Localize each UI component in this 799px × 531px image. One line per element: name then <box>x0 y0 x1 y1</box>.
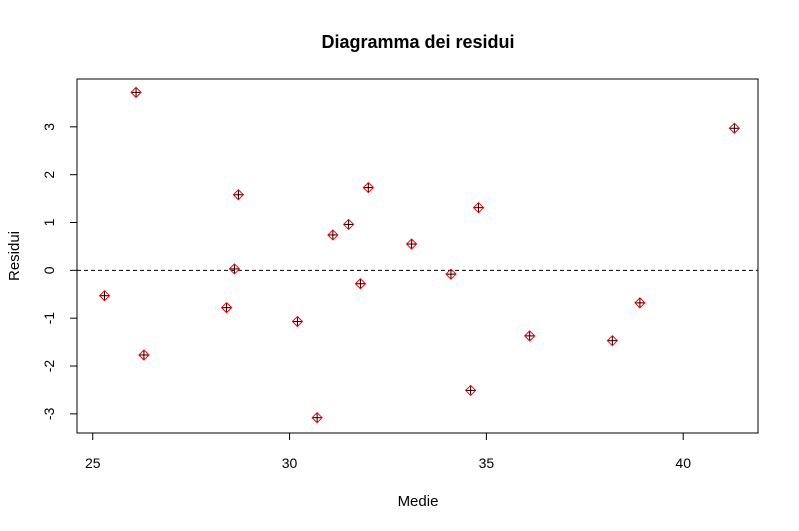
data-point <box>220 301 233 314</box>
x-tick-label: 25 <box>85 455 101 471</box>
y-tick-label: -2 <box>41 360 57 373</box>
data-point <box>405 238 418 250</box>
data-point <box>327 229 339 241</box>
x-tick-label: 40 <box>675 455 691 471</box>
data-point <box>291 315 304 328</box>
y-tick-label: 2 <box>41 171 57 179</box>
plot-frame <box>76 78 759 434</box>
x-axis: 25 30 35 40 <box>85 432 691 471</box>
data-point <box>445 268 457 280</box>
y-tick-label: -3 <box>41 407 57 420</box>
data-point <box>138 349 150 361</box>
x-tick-label: 30 <box>282 455 298 471</box>
y-tick-label: 0 <box>41 266 57 274</box>
x-tick-label: 35 <box>479 455 495 471</box>
data-point <box>130 86 142 99</box>
data-point <box>634 297 646 309</box>
y-axis: -3 -2 -1 0 1 2 3 <box>41 123 78 420</box>
data-point <box>362 181 375 194</box>
y-tick-label: 3 <box>41 123 57 131</box>
data-point <box>228 263 241 275</box>
data-point <box>728 122 741 134</box>
data-point <box>523 330 536 342</box>
data-point <box>311 411 323 424</box>
data-point <box>472 201 485 214</box>
y-tick-label: 1 <box>41 218 57 226</box>
data-point <box>606 334 619 347</box>
data-point <box>98 289 111 302</box>
data-point <box>354 278 367 290</box>
data-point <box>232 189 245 201</box>
chart-title: Diagramma dei residui <box>321 32 514 52</box>
data-point <box>342 218 355 231</box>
y-axis-label: Residui <box>6 231 23 281</box>
y-tick-label: -1 <box>41 312 57 325</box>
x-axis-label: Medie <box>398 493 439 510</box>
data-point <box>464 384 477 397</box>
data-points <box>98 86 741 424</box>
